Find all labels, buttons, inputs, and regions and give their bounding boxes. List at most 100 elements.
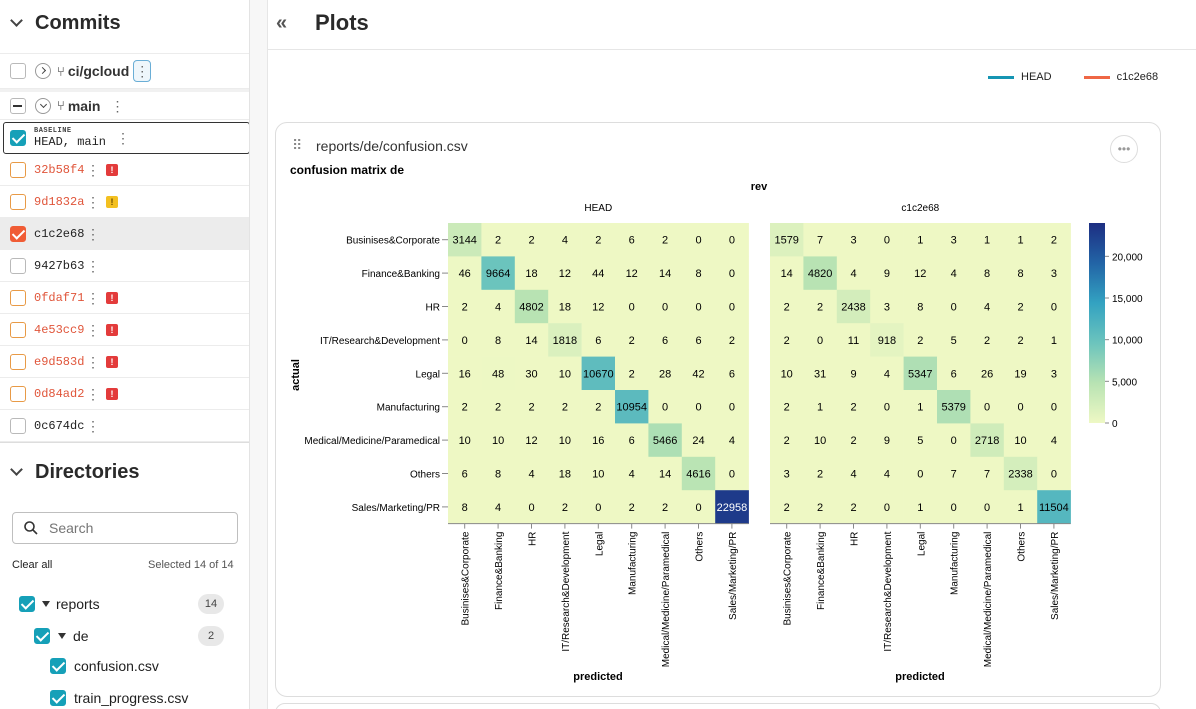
more-options-icon[interactable]: ••• xyxy=(1110,135,1138,163)
cell-label: 0 xyxy=(917,469,923,481)
commits-header[interactable]: Commits xyxy=(0,0,249,46)
commit-menu-button[interactable]: ⋮ xyxy=(86,257,100,274)
commit-menu-button[interactable]: ⋮ xyxy=(116,130,131,146)
cell-label: 6 xyxy=(629,435,635,447)
clear-all-link[interactable]: Clear all xyxy=(12,559,53,571)
caret-down-icon[interactable] xyxy=(58,633,66,639)
tree-item-reports[interactable]: reports 14 xyxy=(19,594,224,614)
commit-row[interactable]: 0d84ad2 ⋮! xyxy=(0,378,249,410)
heatmap-cell xyxy=(481,289,516,324)
commit-row[interactable]: c1c2e68 ⋮ xyxy=(0,218,249,250)
heatmap-cell xyxy=(581,223,616,257)
cell-label: 0 xyxy=(1017,402,1023,414)
cell-label: 26 xyxy=(981,368,993,380)
heatmap-cell xyxy=(770,390,804,424)
expand-branch-button[interactable] xyxy=(35,63,51,79)
heatmap-cell xyxy=(1003,256,1038,291)
branch-checkbox[interactable] xyxy=(10,63,26,79)
directories-header[interactable]: Directories xyxy=(0,451,140,493)
commit-checkbox[interactable] xyxy=(10,161,26,178)
commit-menu-button[interactable]: ⋮ xyxy=(86,161,100,178)
caret-down-icon[interactable] xyxy=(42,601,50,607)
commit-checkbox[interactable] xyxy=(10,225,26,242)
commit-checkbox[interactable] xyxy=(10,417,26,434)
commit-checkbox[interactable] xyxy=(10,385,26,402)
commit-menu-button[interactable]: ⋮ xyxy=(86,225,100,242)
heatmap-cell xyxy=(770,423,804,458)
branch-checkbox[interactable] xyxy=(10,97,26,114)
commit-checkbox[interactable] xyxy=(10,257,26,274)
tree-checkbox[interactable] xyxy=(50,658,66,674)
commit-status: ! xyxy=(106,387,118,400)
cell-label: 3 xyxy=(1051,368,1057,380)
heatmap-cell xyxy=(548,289,582,324)
commit-row[interactable]: 0fdaf71 ⋮! xyxy=(0,282,249,314)
cell-label: 10 xyxy=(559,368,571,380)
commit-row[interactable]: 9427b63 ⋮ xyxy=(0,250,249,282)
cell-label: 2 xyxy=(850,435,856,447)
baseline-commit-row[interactable]: BASELINE HEAD, main ⋮ xyxy=(3,122,249,154)
commit-checkbox[interactable] xyxy=(10,289,26,306)
sidebar: Commits ⑂ ci/gcloud ⋮ ⑂ main ⋮ BASELINE … xyxy=(0,0,250,709)
heatmap-cell xyxy=(870,289,904,324)
tree-checkbox[interactable] xyxy=(34,628,50,644)
commit-checkbox[interactable] xyxy=(10,193,26,210)
commit-menu-button[interactable]: ⋮ xyxy=(86,289,100,306)
commit-row[interactable]: 0c674dc ⋮ xyxy=(0,410,249,442)
heatmap-cell xyxy=(448,356,482,391)
heatmap-cell xyxy=(770,256,804,291)
cell-label: 2 xyxy=(495,402,501,414)
tree-item-confusion-csv[interactable]: confusion.csv xyxy=(50,658,159,674)
heatmap-cell xyxy=(448,289,482,324)
heatmap-cell xyxy=(715,223,749,257)
commit-row[interactable]: e9d583d ⋮! xyxy=(0,346,249,378)
tree-item-train-progress-csv[interactable]: train_progress.csv xyxy=(50,690,188,706)
commit-menu-button[interactable]: ⋮ xyxy=(86,321,100,338)
branch-menu-button[interactable]: ⋮ xyxy=(133,60,152,82)
heatmap-cell xyxy=(803,256,838,291)
tree-checkbox[interactable] xyxy=(19,596,35,612)
heatmap-cell xyxy=(803,390,838,424)
heatmap-cell xyxy=(548,356,582,391)
commit-menu-button[interactable]: ⋮ xyxy=(86,385,100,402)
tree-item-de[interactable]: de 2 xyxy=(34,626,224,646)
commit-menu-button[interactable]: ⋮ xyxy=(86,193,100,210)
cell-label: 30 xyxy=(525,368,537,380)
cell-label: 4 xyxy=(495,302,501,314)
tree-checkbox[interactable] xyxy=(50,690,66,706)
commit-checkbox[interactable] xyxy=(10,353,26,370)
commit-checkbox[interactable] xyxy=(10,321,26,338)
search-input[interactable] xyxy=(49,520,219,536)
heatmap-cell xyxy=(770,490,804,524)
cell-label: 4 xyxy=(629,469,635,481)
heatmap-cell xyxy=(1003,390,1038,424)
cell-label: 4 xyxy=(495,502,501,514)
heatmap-cell xyxy=(548,256,582,291)
heatmap-cell xyxy=(715,390,749,424)
cell-label: 0 xyxy=(462,335,468,347)
y-tick-label: IT/Research&Development xyxy=(320,336,440,347)
commit-row[interactable]: 9d1832a ⋮! xyxy=(0,186,249,218)
heatmap-cell xyxy=(514,490,549,524)
cell-label: 0 xyxy=(662,302,668,314)
cell-label: 4616 xyxy=(686,469,710,481)
commit-menu-button[interactable]: ⋮ xyxy=(86,417,100,434)
heatmap-cell xyxy=(615,356,649,391)
panel-resize-handle[interactable] xyxy=(250,0,268,709)
commit-row[interactable]: 32b58f4 ⋮! xyxy=(0,154,249,186)
cell-label: 2 xyxy=(595,235,601,247)
cell-label: 0 xyxy=(951,502,957,514)
drag-handle-icon[interactable]: ⠿ xyxy=(292,137,302,153)
heatmap-cell xyxy=(803,356,838,391)
heatmap-cell xyxy=(581,456,616,491)
heatmap-cell xyxy=(1037,456,1071,491)
commit-menu-button[interactable]: ⋮ xyxy=(86,353,100,370)
commit-checkbox[interactable] xyxy=(10,130,26,146)
collapse-branch-button[interactable] xyxy=(35,97,51,114)
branch-row-ci-gcloud[interactable]: ⑂ ci/gcloud ⋮ xyxy=(0,53,249,89)
collapse-double-chevron-icon[interactable]: « xyxy=(276,12,288,34)
branch-menu-button[interactable]: ⋮ xyxy=(110,97,125,114)
search-box[interactable] xyxy=(12,512,238,544)
branch-row-main[interactable]: ⑂ main ⋮ xyxy=(0,92,249,120)
commit-row[interactable]: 4e53cc9 ⋮! xyxy=(0,314,249,346)
